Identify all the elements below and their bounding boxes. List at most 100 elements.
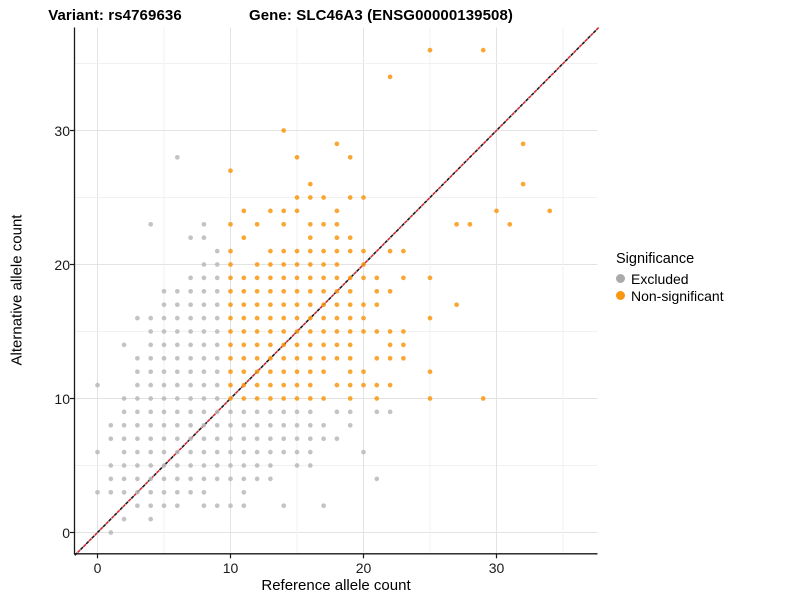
data-point-nonsig: [507, 221, 513, 227]
data-point-nonsig: [294, 302, 300, 308]
data-point-excluded: [174, 369, 180, 375]
data-point-excluded: [347, 422, 353, 428]
data-point-nonsig: [228, 369, 233, 375]
data-point-nonsig: [361, 369, 366, 375]
data-point-nonsig: [520, 181, 526, 187]
data-point-nonsig: [361, 248, 366, 254]
data-point-excluded: [188, 302, 193, 308]
data-point-excluded: [228, 503, 233, 509]
data-point-excluded: [135, 489, 140, 495]
data-point-nonsig: [294, 208, 300, 214]
data-point-excluded: [161, 476, 167, 482]
data-point-excluded: [228, 476, 233, 482]
data-point-excluded: [174, 355, 180, 361]
data-point-nonsig: [347, 154, 353, 160]
data-point-nonsig: [347, 329, 353, 334]
data-point-nonsig: [281, 288, 287, 294]
data-point-excluded: [188, 489, 193, 495]
data-point-excluded: [148, 369, 154, 375]
data-point-excluded: [121, 436, 127, 442]
data-point-nonsig: [361, 302, 366, 308]
data-point-nonsig: [307, 275, 313, 281]
data-point-excluded: [201, 409, 207, 415]
data-point-nonsig: [254, 329, 260, 334]
data-point-excluded: [254, 422, 260, 428]
data-point-excluded: [188, 476, 193, 482]
data-point-excluded: [254, 436, 260, 442]
data-point-excluded: [161, 355, 167, 361]
data-point-excluded: [161, 369, 167, 375]
data-point-nonsig: [241, 302, 247, 308]
data-point-nonsig: [347, 382, 353, 388]
data-point-nonsig: [254, 288, 260, 294]
data-point-excluded: [201, 235, 207, 241]
data-point-excluded: [268, 409, 273, 415]
data-point-excluded: [201, 221, 207, 227]
data-point-nonsig: [347, 195, 353, 200]
data-point-excluded: [294, 409, 300, 415]
data-point-excluded: [174, 463, 180, 468]
data-point-nonsig: [294, 288, 300, 294]
data-point-nonsig: [347, 369, 353, 375]
data-point-excluded: [241, 449, 247, 455]
data-point-excluded: [268, 436, 273, 442]
data-point-excluded: [281, 422, 287, 428]
data-point-excluded: [188, 382, 193, 388]
data-point-nonsig: [334, 235, 340, 241]
data-point-excluded: [214, 503, 220, 509]
data-point-nonsig: [401, 342, 406, 348]
data-point-excluded: [228, 463, 233, 468]
data-point-excluded: [201, 503, 207, 509]
data-point-nonsig: [294, 275, 300, 281]
data-point-excluded: [161, 422, 167, 428]
data-point-excluded: [307, 436, 313, 442]
data-point-excluded: [307, 449, 313, 455]
data-point-nonsig: [347, 235, 353, 241]
data-point-excluded: [294, 449, 300, 455]
data-point-excluded: [214, 409, 220, 415]
data-point-excluded: [214, 275, 220, 281]
data-point-nonsig: [228, 302, 233, 308]
data-point-nonsig: [401, 355, 406, 361]
data-point-excluded: [174, 396, 180, 401]
data-point-nonsig: [241, 275, 247, 281]
data-point-excluded: [201, 382, 207, 388]
data-point-excluded: [174, 315, 180, 321]
data-point-excluded: [188, 449, 193, 455]
data-point-excluded: [201, 369, 207, 375]
data-point-excluded: [108, 436, 114, 442]
data-point-excluded: [374, 409, 380, 415]
data-point-excluded: [121, 476, 127, 482]
data-point-excluded: [241, 503, 247, 509]
data-point-excluded: [108, 476, 114, 482]
data-point-nonsig: [321, 342, 326, 348]
data-point-excluded: [108, 530, 114, 535]
data-point-nonsig: [547, 208, 553, 214]
data-point-nonsig: [321, 315, 326, 321]
data-point-excluded: [148, 396, 154, 401]
data-point-nonsig: [307, 235, 313, 241]
data-point-nonsig: [307, 288, 313, 294]
data-point-excluded: [201, 315, 207, 321]
data-point-excluded: [347, 409, 353, 415]
data-point-nonsig: [294, 248, 300, 254]
data-point-nonsig: [374, 396, 380, 401]
data-point-excluded: [148, 503, 154, 509]
data-point-nonsig: [334, 302, 340, 308]
data-point-excluded: [148, 489, 154, 495]
data-point-nonsig: [228, 275, 233, 281]
data-point-excluded: [174, 329, 180, 334]
data-point-nonsig: [347, 248, 353, 254]
data-point-nonsig: [480, 47, 486, 53]
data-point-nonsig: [307, 396, 313, 401]
data-point-excluded: [188, 315, 193, 321]
data-point-nonsig: [307, 181, 313, 187]
data-point-excluded: [135, 355, 140, 361]
data-point-nonsig: [281, 329, 287, 334]
data-point-excluded: [161, 409, 167, 415]
data-point-excluded: [214, 449, 220, 455]
data-point-nonsig: [281, 208, 287, 214]
data-point-excluded: [307, 463, 313, 468]
data-point-excluded: [321, 436, 326, 442]
